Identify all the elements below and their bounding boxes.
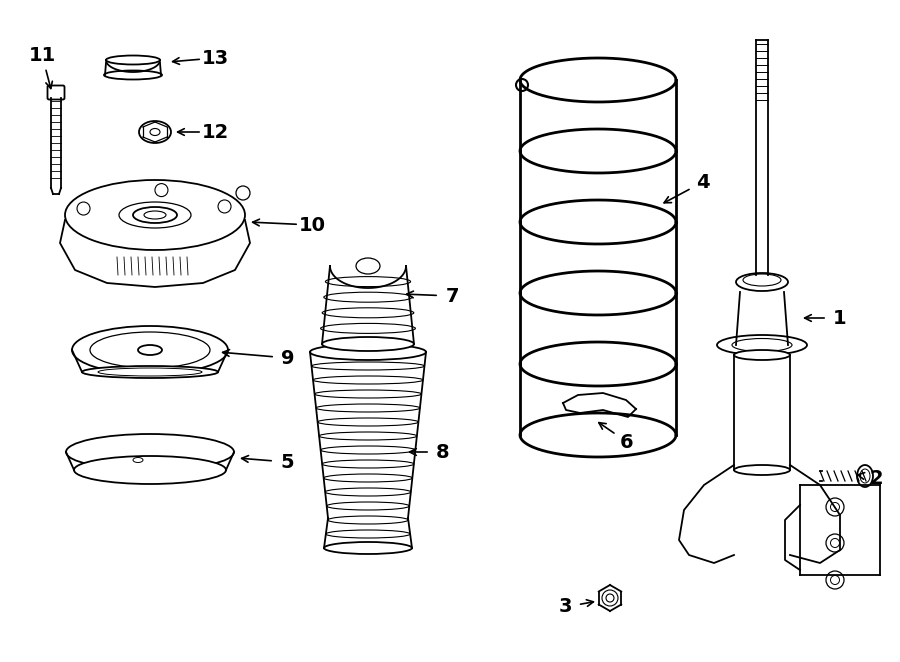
Text: 11: 11 xyxy=(29,46,56,64)
Ellipse shape xyxy=(826,534,844,552)
Ellipse shape xyxy=(857,465,873,487)
Ellipse shape xyxy=(826,571,844,589)
Ellipse shape xyxy=(65,180,245,250)
Text: 6: 6 xyxy=(620,432,634,451)
Ellipse shape xyxy=(734,350,790,360)
Text: 4: 4 xyxy=(697,173,710,191)
Text: 8: 8 xyxy=(436,442,450,461)
Ellipse shape xyxy=(602,590,618,606)
Ellipse shape xyxy=(72,326,228,374)
Ellipse shape xyxy=(155,183,168,197)
Ellipse shape xyxy=(104,70,162,79)
Ellipse shape xyxy=(82,366,218,378)
Ellipse shape xyxy=(734,465,790,475)
Ellipse shape xyxy=(218,200,231,213)
Ellipse shape xyxy=(516,79,528,91)
Text: 13: 13 xyxy=(202,48,229,68)
Text: 7: 7 xyxy=(446,287,459,305)
Text: 3: 3 xyxy=(558,598,572,616)
Ellipse shape xyxy=(74,456,226,484)
Ellipse shape xyxy=(236,186,250,200)
FancyBboxPatch shape xyxy=(48,85,65,99)
Ellipse shape xyxy=(322,337,414,351)
Text: 9: 9 xyxy=(282,348,295,367)
Ellipse shape xyxy=(717,335,807,355)
Ellipse shape xyxy=(139,121,171,143)
Text: 10: 10 xyxy=(299,216,326,234)
Text: 2: 2 xyxy=(869,469,883,487)
Text: 1: 1 xyxy=(833,308,847,328)
Text: 12: 12 xyxy=(202,122,229,142)
Ellipse shape xyxy=(66,434,234,470)
Ellipse shape xyxy=(356,258,380,274)
Ellipse shape xyxy=(310,344,426,360)
Ellipse shape xyxy=(77,202,90,215)
Ellipse shape xyxy=(324,542,412,554)
Ellipse shape xyxy=(106,56,160,64)
Ellipse shape xyxy=(736,273,788,291)
Ellipse shape xyxy=(826,498,844,516)
Text: 5: 5 xyxy=(280,453,293,471)
